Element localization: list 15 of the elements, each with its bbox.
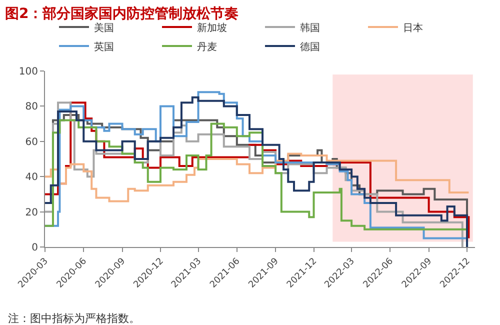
y-tick-label: 100 — [18, 66, 38, 78]
legend-label: 英国 — [94, 40, 114, 53]
y-tick-label: 40 — [25, 172, 38, 184]
y-tick-label: 60 — [25, 136, 38, 148]
legend-label: 德国 — [300, 42, 320, 53]
legend-label: 日本 — [403, 22, 423, 34]
y-tick-label: 80 — [25, 102, 38, 113]
legend-label: 丹麦 — [197, 40, 217, 53]
legend-label: 韩国 — [300, 22, 320, 34]
y-tick-label: 20 — [25, 207, 38, 218]
legend-label: 新加坡 — [197, 22, 227, 34]
legend-label: 美国 — [94, 22, 114, 34]
text: 注：图中指标为严格指数。 — [8, 312, 140, 325]
chart-title: 图2：部分国家国内防控管制放松节奏 — [5, 4, 239, 22]
y-tick-label: 0 — [32, 242, 38, 254]
